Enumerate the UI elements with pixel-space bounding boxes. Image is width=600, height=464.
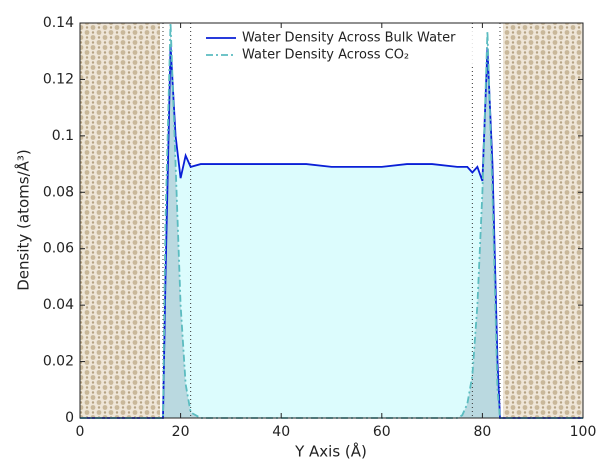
y-tick-label: 0.1 [52, 128, 74, 144]
x-tick-label: 20 [172, 424, 190, 440]
plot-area [80, 22, 583, 419]
series-line [80, 45, 583, 419]
x-tick-label: 80 [473, 424, 491, 440]
y-tick-label: 0.08 [43, 184, 74, 200]
x-tick-label: 0 [76, 424, 85, 440]
legend: Water Density Across Bulk Water Water Den… [200, 28, 482, 64]
y-tick-label: 0.02 [43, 354, 74, 370]
x-tick-label: 100 [570, 424, 597, 440]
x-axis-label: Y Axis (Å) [294, 442, 367, 461]
y-tick-label: 0.04 [43, 297, 74, 313]
y-tick-label: 0.12 [43, 71, 74, 87]
graphene-wall-right [503, 23, 583, 418]
y-tick-label: 0.14 [43, 15, 74, 31]
axes-frame [79, 22, 584, 419]
legend-label: Water Density Across CO₂ [242, 48, 409, 63]
legend-box [200, 28, 482, 64]
legend-label: Water Density Across Bulk Water [242, 31, 456, 46]
x-tick-label: 40 [272, 424, 290, 440]
area [80, 23, 583, 418]
y-tick-label: 0 [65, 410, 74, 426]
area [80, 45, 583, 418]
x-tick-label: 60 [373, 424, 391, 440]
y-tick-label: 0.06 [43, 241, 74, 257]
y-axis-label: Density (atoms/Å³) [14, 149, 33, 291]
graphene-wall-left [80, 23, 160, 418]
